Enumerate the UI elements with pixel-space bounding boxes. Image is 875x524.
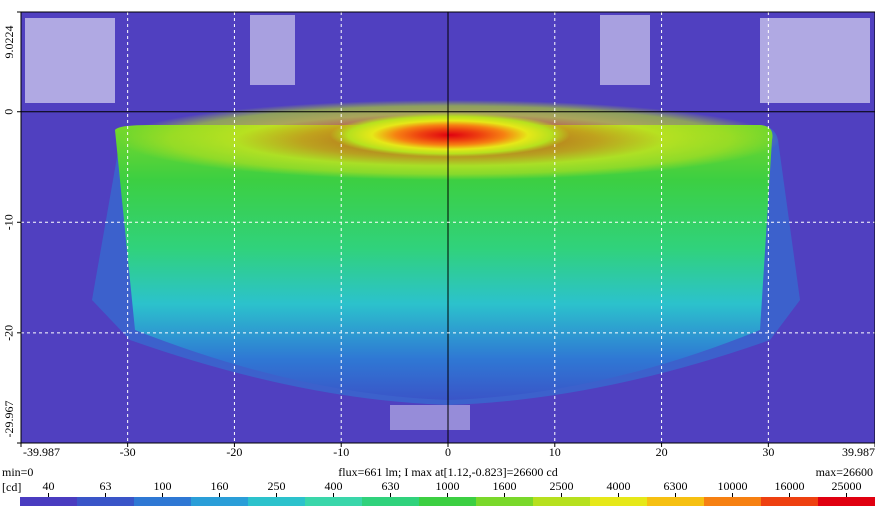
colorbar-label: 250 [268, 479, 286, 493]
colorbar-label: 4000 [607, 479, 631, 493]
x-tick-label: -39.987 [23, 445, 60, 459]
y-tick-label: 9.0224 [2, 26, 16, 59]
colorbar-label: 25000 [832, 479, 862, 493]
colorbar-swatch [77, 497, 134, 506]
y-tick-label: -10 [2, 214, 16, 230]
colorbar-swatch [191, 497, 248, 506]
x-tick-label: -20 [226, 445, 242, 459]
x-tick-label: 30 [762, 445, 774, 459]
hot-spot [330, 113, 570, 157]
colorbar-label: 16000 [775, 479, 805, 493]
colorbar-swatch [362, 497, 419, 506]
max-label: max=26600 [816, 465, 873, 479]
x-tick-label: 10 [549, 445, 561, 459]
colorbar-swatch [419, 497, 476, 506]
colorbar-label: 160 [211, 479, 229, 493]
colorbar-label: 1600 [493, 479, 517, 493]
min-label: min=0 [2, 465, 33, 479]
colorbar-label: 10000 [718, 479, 748, 493]
colorbar-label: 40 [43, 479, 55, 493]
y-tick-label: -20 [2, 325, 16, 341]
colorbar-swatch [647, 497, 704, 506]
colorbar-swatch [761, 497, 818, 506]
colorbar-label: 1000 [436, 479, 460, 493]
x-tick-label: 0 [445, 445, 451, 459]
colorbar-unit: [cd] [2, 480, 21, 494]
colorbar-label: 6300 [664, 479, 688, 493]
intensity-body [115, 125, 773, 400]
colorbar-swatch [248, 497, 305, 506]
flux-label: flux=661 lm; I max at[1.12,-0.823]=26600… [338, 465, 558, 479]
colorbar-swatch [704, 497, 761, 506]
colorbar-swatch [533, 497, 590, 506]
colorbar-swatch [818, 497, 875, 506]
y-tick-label: 0 [2, 109, 16, 115]
colorbar-label: 100 [154, 479, 172, 493]
noise-speckle [25, 15, 870, 430]
colorbar-swatch [20, 497, 77, 506]
x-tick-label: -10 [333, 445, 349, 459]
colorbar-swatch [590, 497, 647, 506]
colorbar-label: 630 [382, 479, 400, 493]
colorbar-label: 2500 [550, 479, 574, 493]
colorbar-swatch [134, 497, 191, 506]
colorbar-label: 400 [325, 479, 343, 493]
x-tick-label: -30 [120, 445, 136, 459]
y-tick-label: -29.967 [2, 401, 16, 438]
x-tick-label: 20 [656, 445, 668, 459]
colorbar-label: 63 [100, 479, 112, 493]
plot-area [21, 12, 875, 443]
colorbar-swatch [476, 497, 533, 506]
x-tick-label: 39.987 [842, 445, 875, 459]
colorbar-swatch [305, 497, 362, 506]
